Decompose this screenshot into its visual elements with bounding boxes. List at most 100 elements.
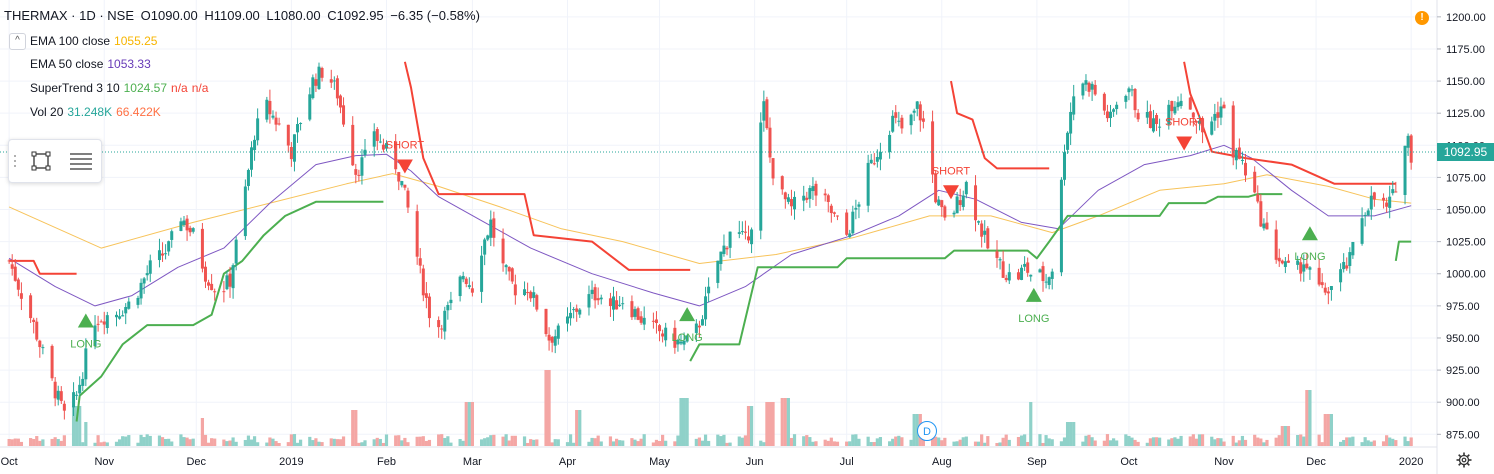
- rectangle-tool-icon[interactable]: [29, 149, 53, 173]
- volume-bar: [179, 434, 183, 446]
- candle-body: [750, 229, 754, 245]
- candle-body: [170, 231, 174, 240]
- volume-bar: [461, 440, 465, 446]
- candle-body: [636, 308, 640, 320]
- candle-body: [1372, 192, 1376, 200]
- candle-body: [1369, 195, 1373, 210]
- candle-body: [381, 144, 385, 150]
- candle-body: [1222, 104, 1226, 109]
- candle-body: [277, 123, 281, 125]
- volume-bar: [7, 439, 11, 446]
- indicator-label: SuperTrend 3 10: [30, 81, 120, 95]
- volume-bar: [1259, 438, 1263, 446]
- candle-body: [403, 184, 407, 188]
- candle-body: [759, 122, 763, 231]
- warning-icon[interactable]: !: [1415, 11, 1429, 25]
- candle-body: [639, 316, 643, 323]
- legend-volume[interactable]: Vol 20 31.248K 66.422K: [30, 105, 161, 119]
- volume-bar: [811, 441, 815, 446]
- candle-body: [1109, 111, 1113, 119]
- volume-bar: [440, 434, 444, 446]
- candle-body: [1023, 263, 1027, 267]
- volume-bar: [1188, 436, 1192, 446]
- volume-bar: [716, 434, 720, 446]
- candle-body: [915, 101, 919, 109]
- volume-bar: [832, 441, 837, 446]
- volume-bar: [1372, 440, 1376, 446]
- candle-body: [200, 228, 204, 269]
- volume-bar: [897, 435, 901, 446]
- candle-body: [406, 190, 410, 208]
- candle-body: [995, 251, 999, 258]
- dividend-marker[interactable]: D: [917, 421, 937, 441]
- volume-bar: [277, 442, 281, 446]
- volume-bar: [1200, 434, 1205, 446]
- volume-bar: [311, 440, 315, 446]
- volume-bar: [384, 434, 389, 446]
- candle-body: [593, 287, 597, 301]
- time-tick-label: Apr: [559, 456, 576, 468]
- volume-bar: [252, 436, 257, 446]
- volume-bar: [697, 437, 702, 446]
- volume-bar: [599, 441, 603, 446]
- candle-body: [72, 392, 76, 408]
- candle-body: [811, 186, 815, 192]
- candle-body: [1234, 149, 1238, 161]
- collapse-legend-button[interactable]: ^: [9, 33, 26, 50]
- candle-body: [1173, 106, 1177, 114]
- legend-ema100[interactable]: EMA 100 close 1055.25: [30, 34, 157, 48]
- candle-body: [311, 77, 315, 99]
- symbol-title[interactable]: THERMAX · 1D · NSE: [4, 8, 135, 23]
- candle-body: [1201, 118, 1205, 133]
- volume-bar: [41, 439, 45, 446]
- candle-body: [596, 298, 600, 301]
- candle-body: [737, 232, 741, 234]
- volume-bar: [1339, 441, 1343, 446]
- candle-body: [998, 259, 1002, 261]
- candle-body: [673, 327, 677, 348]
- candle-body: [565, 316, 569, 324]
- volume-bar: [446, 436, 450, 446]
- candle-body: [504, 265, 508, 268]
- volume-bar: [308, 436, 312, 446]
- line-style-icon[interactable]: [67, 149, 95, 173]
- price-tick-label: 1150.00: [1446, 76, 1485, 88]
- candle-body: [99, 321, 103, 323]
- time-tick-label: Nov: [1214, 456, 1234, 468]
- gear-icon[interactable]: [1456, 452, 1472, 468]
- candle-body: [1329, 286, 1333, 291]
- volume-bar: [93, 442, 97, 446]
- candle-body: [845, 212, 849, 235]
- candle-body: [16, 279, 20, 290]
- volume-bar: [1029, 402, 1033, 446]
- volume-bar: [872, 442, 876, 446]
- price-tick-label: 975.00: [1446, 301, 1480, 313]
- legend-ema50[interactable]: EMA 50 close 1053.33: [30, 57, 151, 71]
- candle-body: [1213, 113, 1217, 121]
- volume-bar: [1348, 437, 1352, 446]
- candle-body: [53, 381, 57, 399]
- candle-body: [642, 317, 646, 325]
- legend-supertrend[interactable]: SuperTrend 3 10 1024.57 n/a n/a: [30, 81, 208, 95]
- drag-handle-icon[interactable]: [13, 153, 17, 169]
- drawing-toolbox[interactable]: [8, 139, 102, 183]
- candle-body: [679, 341, 683, 344]
- candle-body: [676, 339, 680, 345]
- volume-bar: [427, 439, 432, 446]
- volume-bar: [1105, 434, 1110, 446]
- candle-body: [740, 231, 744, 233]
- candle-body: [1391, 189, 1395, 194]
- volume-bar: [286, 442, 290, 446]
- volume-bar: [157, 435, 162, 446]
- volume-bar: [182, 437, 186, 446]
- candle-body: [351, 124, 355, 166]
- volume-bar: [124, 436, 128, 446]
- candle-body: [437, 320, 441, 328]
- volume-bar: [418, 436, 422, 446]
- volume-bar: [510, 435, 514, 446]
- volume-bar: [789, 437, 794, 446]
- volume-bar: [320, 442, 324, 446]
- volume-bar: [246, 435, 251, 446]
- candle-body: [544, 308, 548, 335]
